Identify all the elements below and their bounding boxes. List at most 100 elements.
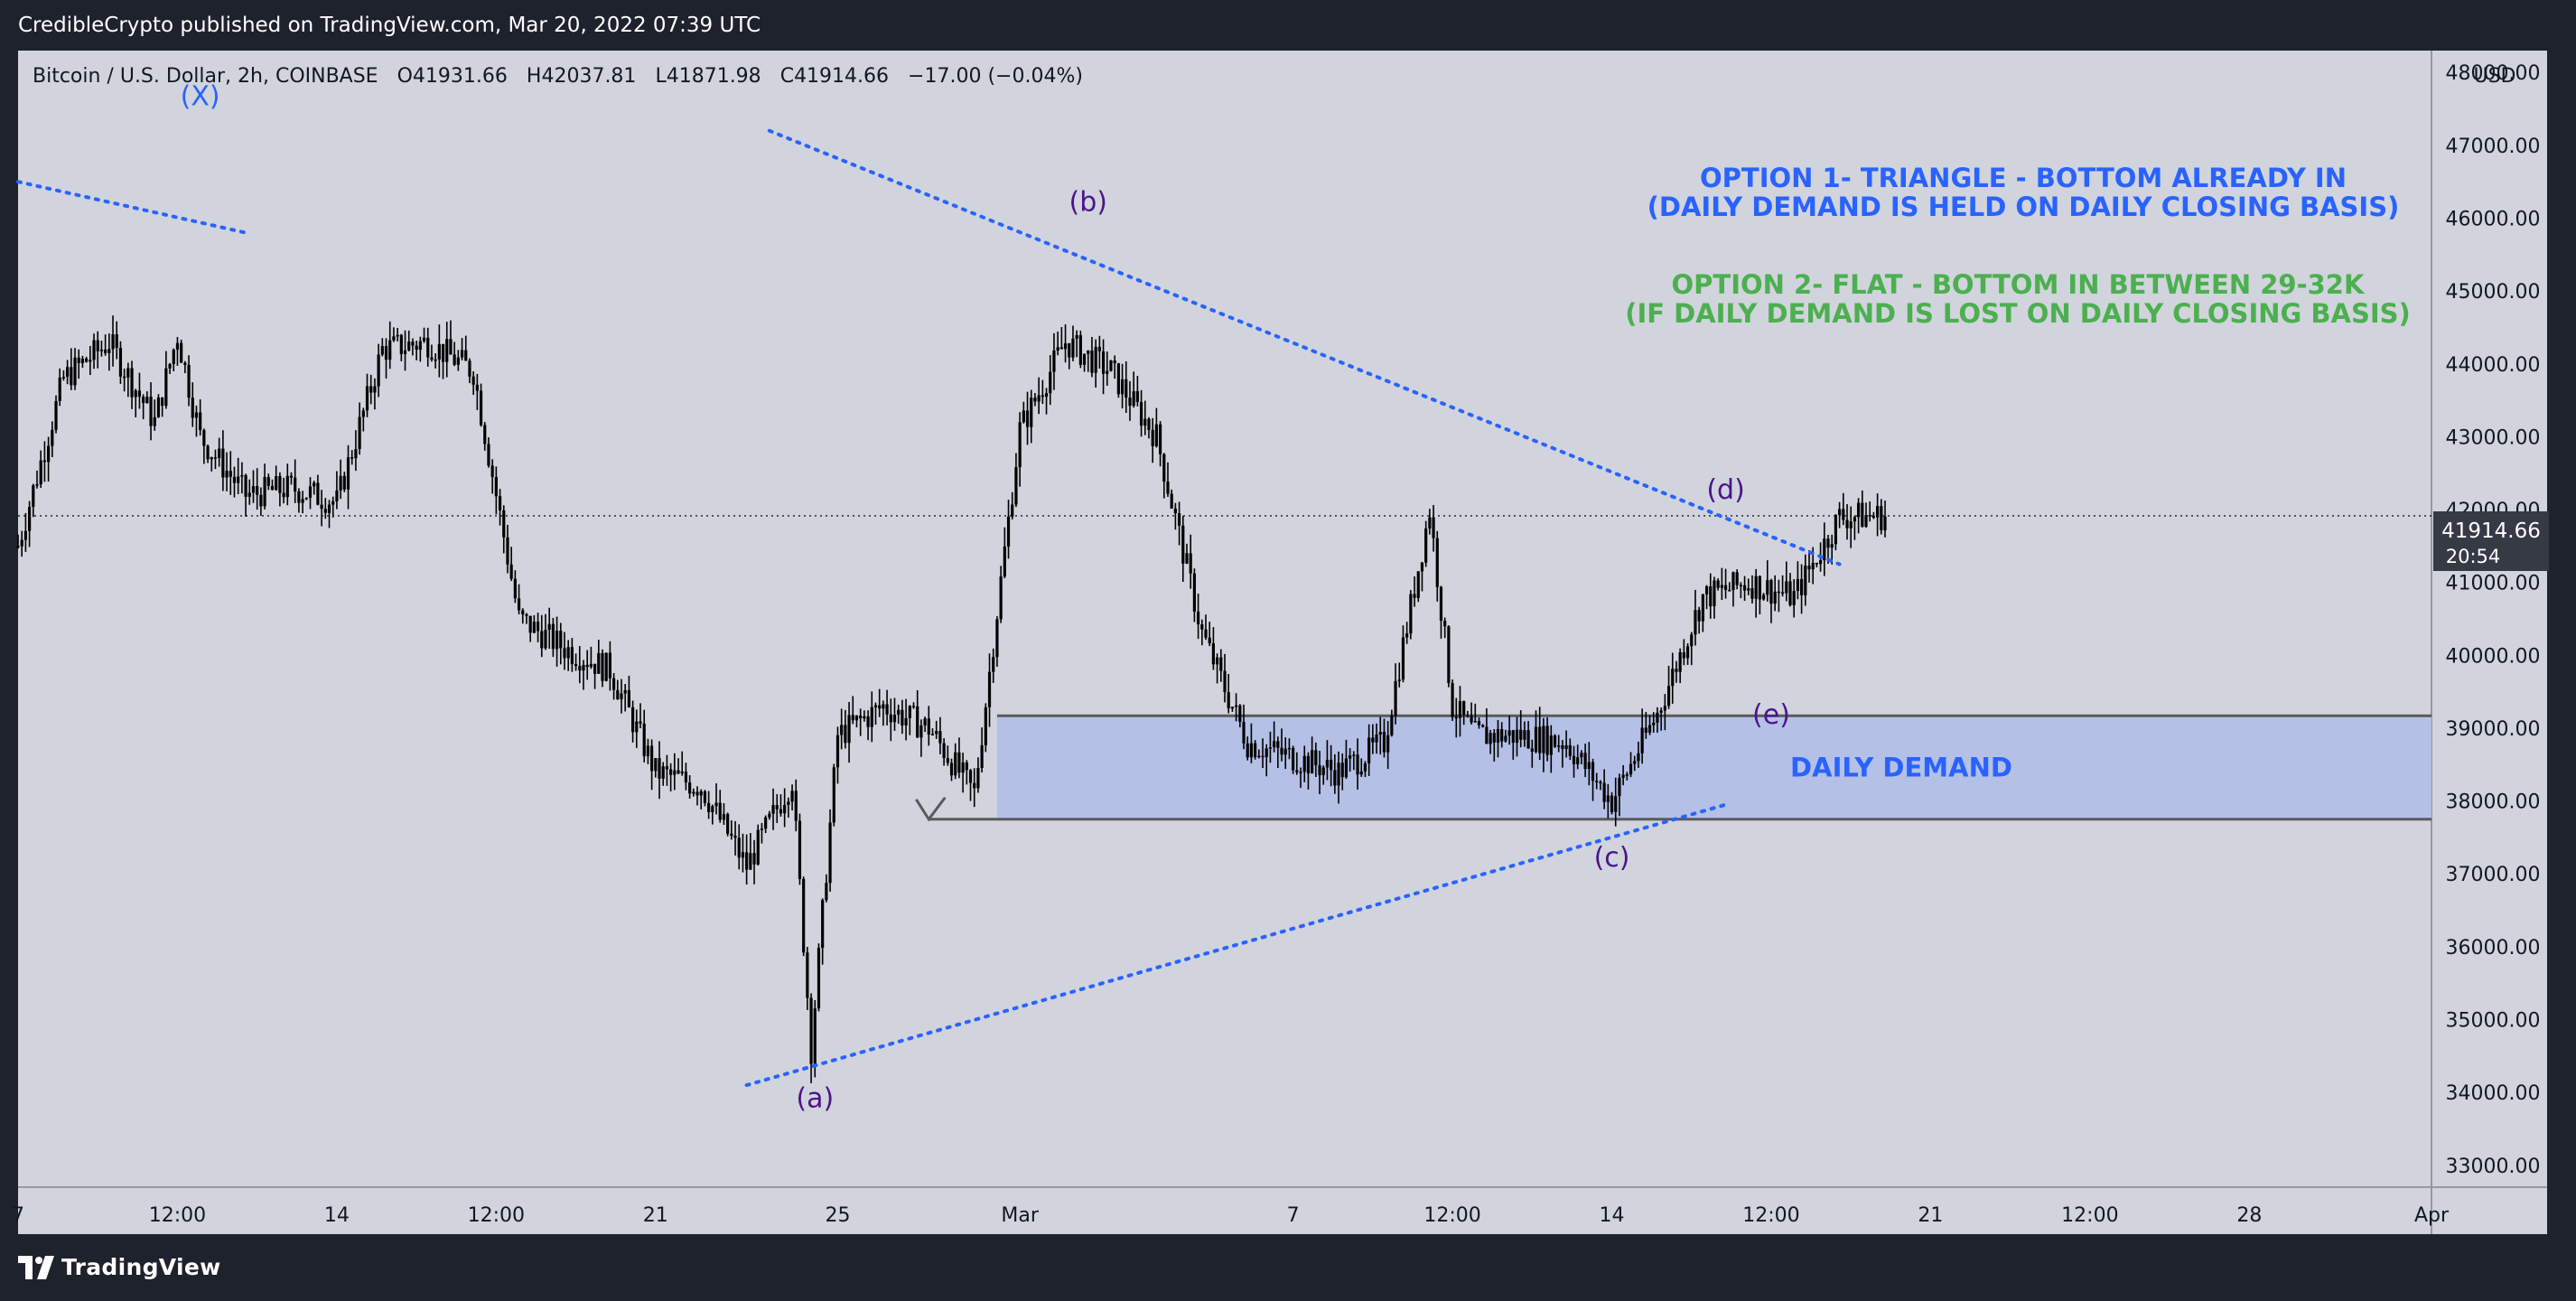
- candle-body: [711, 806, 714, 812]
- candle-body: [137, 390, 142, 398]
- candle-body: [1758, 576, 1761, 600]
- candle-body: [320, 504, 323, 510]
- candle-body: [502, 510, 506, 538]
- candle-body: [1049, 371, 1052, 394]
- lower-triangle-trendline[interactable]: [744, 802, 1728, 1088]
- candle-body: [1766, 580, 1769, 595]
- candle-body: [954, 752, 957, 776]
- candle-body: [1116, 363, 1120, 395]
- upper-triangle-trendline[interactable]: [767, 128, 1842, 566]
- candle-body: [878, 705, 882, 709]
- candle-body: [870, 707, 873, 727]
- candle-body: [1716, 580, 1720, 588]
- candle-body: [1618, 777, 1621, 797]
- candle-body: [1682, 651, 1685, 659]
- candle-body: [1330, 760, 1333, 771]
- candle-body: [153, 417, 156, 426]
- candle-body: [1204, 629, 1208, 638]
- candle-body: [1265, 748, 1268, 758]
- candle-body: [1246, 743, 1249, 758]
- candle-body: [749, 853, 752, 870]
- candle-body: [707, 802, 711, 812]
- candle-body: [992, 657, 995, 672]
- candle-body: [847, 715, 851, 744]
- candle-body: [1580, 753, 1583, 758]
- candle-body: [422, 337, 426, 342]
- candle-body: [1166, 482, 1170, 494]
- candle-body: [28, 507, 32, 531]
- candle-body: [61, 377, 66, 379]
- candle-body: [597, 652, 601, 674]
- candle-body: [1109, 360, 1113, 371]
- candle-body: [354, 448, 358, 459]
- candle-body: [1273, 741, 1276, 748]
- candle-body: [521, 610, 525, 614]
- candle-body: [275, 475, 278, 491]
- candle-body: [563, 648, 566, 659]
- candle-body: [1690, 634, 1694, 647]
- price-tick-label: 47000.00: [2446, 136, 2541, 158]
- candle-body: [487, 444, 490, 466]
- candle-body: [1697, 610, 1701, 622]
- candle-body: [126, 368, 130, 378]
- candle-body: [919, 725, 923, 738]
- candle-body: [1647, 725, 1652, 734]
- candle-body: [1507, 730, 1511, 736]
- candle-body: [1219, 657, 1223, 671]
- price-tick-label: 33000.00: [2446, 1156, 2541, 1178]
- price-chart[interactable]: DAILY DEMAND 33000.00 34000.00 35000.00 360…: [0, 0, 2576, 1240]
- candle-body: [456, 357, 460, 365]
- candle-body: [1861, 502, 1864, 528]
- candle-body: [578, 666, 582, 671]
- candle-body: [415, 345, 418, 351]
- candle-body: [1549, 735, 1553, 755]
- candle-body: [863, 716, 866, 719]
- candle-body: [566, 647, 570, 659]
- candle-body: [1838, 509, 1842, 516]
- candle-body: [1614, 796, 1618, 812]
- candle-body: [1625, 774, 1629, 776]
- candle-body: [1257, 755, 1261, 758]
- price-tick-label: 44000.00: [2446, 354, 2541, 377]
- plot-area[interactable]: [18, 51, 2431, 1187]
- price-tick-label: 35000.00: [2446, 1010, 2541, 1033]
- option1-subtitle: (DAILY DEMAND IS HELD ON DAILY CLOSING B…: [1647, 192, 2400, 222]
- candle-body: [115, 334, 118, 348]
- zone-arrow-icon: [915, 796, 947, 822]
- candle-body: [1568, 744, 1572, 756]
- candle-body: [897, 709, 901, 716]
- candle-body: [1496, 729, 1500, 743]
- candle-body: [1158, 424, 1162, 454]
- candle-body: [555, 631, 559, 650]
- candle-body: [1511, 730, 1515, 744]
- candle-body: [1125, 379, 1128, 398]
- candle-body: [1530, 748, 1534, 752]
- candle-body: [646, 745, 650, 757]
- candle-body: [1610, 795, 1614, 812]
- candle-body: [1731, 572, 1735, 591]
- candle-body: [202, 430, 206, 446]
- candle-body: [658, 758, 661, 779]
- candle-body: [54, 400, 58, 430]
- candle-body: [1777, 591, 1780, 594]
- candle-body: [1637, 753, 1640, 762]
- candle-body: [984, 707, 987, 745]
- candle-body: [426, 337, 430, 358]
- candle-body: [1135, 390, 1139, 402]
- candle-body: [445, 339, 449, 362]
- x-resistance-trendline[interactable]: [16, 180, 248, 235]
- daily-demand-zone[interactable]: [996, 716, 2431, 819]
- candle-body: [547, 623, 551, 631]
- price-axis[interactable]: [2431, 51, 2547, 1187]
- candle-body: [1606, 795, 1610, 802]
- svg-text:Bitcoin / U.S. Dollar, 2h, COI: Bitcoin / U.S. Dollar, 2h, COINBASE O419…: [33, 65, 1083, 88]
- candle-body: [194, 412, 199, 418]
- candle-body: [654, 758, 658, 772]
- candle-body: [722, 813, 726, 820]
- candle-body: [817, 948, 821, 1009]
- candle-body: [680, 772, 684, 774]
- time-axis[interactable]: [18, 1187, 2547, 1234]
- wave-label: (d): [1706, 474, 1744, 506]
- candle-body: [1583, 753, 1587, 770]
- price-tick-label: 34000.00: [2446, 1082, 2541, 1105]
